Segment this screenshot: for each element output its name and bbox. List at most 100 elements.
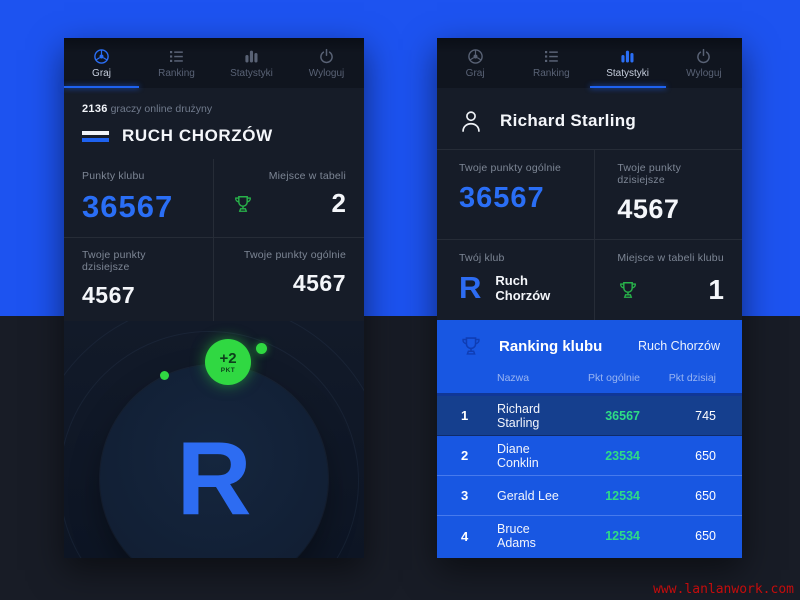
person-icon (462, 111, 480, 132)
power-icon (320, 48, 333, 63)
tab-ranking[interactable]: Ranking (139, 38, 214, 88)
stat-label: Twoje punkty dzisiejsze (82, 249, 146, 273)
ranking-header: Ranking klubu Ruch Chorzów (437, 320, 742, 358)
ball-icon (94, 48, 109, 64)
watermark-url: www.lanlanwork.com (653, 582, 794, 597)
stat-club-points: Punkty klubu 36567 (64, 159, 214, 237)
row-rank: 2 (461, 448, 469, 463)
trophy-icon (462, 337, 480, 355)
screen-game: Graj Ranking Statystyki Wyloguj 2136 gra… (64, 38, 364, 558)
row-points-today: 650 (695, 448, 716, 463)
tab-label: Graj (465, 67, 485, 79)
club-name: Ruch Chorzów (495, 272, 551, 303)
row-points-today: 650 (695, 529, 716, 543)
club-letter: R (176, 421, 252, 537)
power-icon (697, 48, 711, 63)
row-rank: 3 (461, 488, 469, 503)
green-dot (160, 371, 169, 380)
list-icon (170, 50, 183, 62)
column-header-total: Pkt ogólnie (588, 372, 640, 384)
ranking-title: Ranking klubu (499, 337, 603, 355)
online-players: 2136 graczy online drużyny (64, 88, 364, 115)
tab-label: Wyloguj (308, 67, 345, 79)
column-header-today: Pkt dzisiaj (668, 372, 716, 384)
club-ranking-section: Ranking klubu Ruch Chorzów Nazwa Pkt ogó… (437, 320, 742, 558)
stat-value: 4567 (82, 282, 136, 308)
stat-value: 36567 (459, 182, 545, 214)
stat-club: Twój klub R Ruch Chorzów (437, 239, 596, 320)
row-name: Bruce Adams (497, 522, 536, 550)
table-row[interactable]: 4 Bruce Adams 12534 650 (437, 516, 742, 556)
stat-value: 4567 (617, 194, 680, 224)
row-name: Gerald Lee (497, 488, 559, 503)
online-label: graczy online drużyny (110, 103, 213, 115)
header-divider (437, 393, 742, 396)
stat-points-today: Twoje punkty dzisiejsze 4567 (595, 149, 742, 239)
online-count: 2136 (82, 103, 108, 115)
stat-value: 2 (331, 188, 346, 218)
stat-points-today: Twoje punkty dzisiejsze 4567 (64, 237, 214, 321)
bars-icon (245, 50, 258, 62)
green-dot (256, 343, 267, 354)
stat-points-total: Twoje punkty ogólnie 36567 (437, 149, 596, 239)
tab-label: Statystyki (230, 67, 273, 79)
table-row[interactable]: 1 Richard Starling 36567 745 (437, 396, 742, 436)
row-points-total: 12534 (605, 488, 640, 503)
stat-label: Miejsce w tabeli klubu (617, 252, 724, 264)
stat-label: Twoje punkty ogólnie (243, 249, 346, 261)
ranking-club-name: Ruch Chorzów (638, 339, 720, 353)
tab-statystyki[interactable]: Statystyki (589, 38, 667, 88)
stat-value: 4567 (292, 270, 346, 296)
tab-graj[interactable]: Graj (437, 38, 513, 88)
trophy-icon (234, 195, 252, 212)
tab-statystyki[interactable]: Statystyki (214, 38, 289, 88)
left-nav-bar: Graj Ranking Statystyki Wyloguj (64, 38, 364, 88)
user-name: Richard Starling (500, 111, 637, 130)
row-points-total: 12534 (605, 529, 640, 543)
table-row[interactable]: 2 Diane Conklin 23534 650 (437, 436, 742, 476)
screen-statistics: Graj Ranking Statystyki Wyloguj Richard … (437, 38, 742, 558)
club-name: RUCH CHORZÓW (122, 126, 273, 145)
stat-value: 1 (708, 274, 724, 305)
row-points-today: 650 (695, 488, 716, 503)
tab-wyloguj[interactable]: Wyloguj (666, 38, 742, 88)
list-icon (544, 50, 558, 62)
tab-label: Ranking (533, 67, 570, 79)
row-name: Richard Starling (497, 401, 541, 430)
stat-label: Miejsce w tabeli (268, 170, 346, 182)
stat-points-total: Twoje punkty ogólnie 4567 (214, 237, 364, 321)
row-points-total: 36567 (605, 408, 640, 423)
stat-club-place: Miejsce w tabeli klubu 1 (595, 239, 742, 320)
tab-ranking[interactable]: Ranking (513, 38, 589, 88)
stat-value: 36567 (82, 189, 174, 224)
row-points-total: 23534 (605, 448, 640, 463)
row-name: Diane Conklin (497, 441, 539, 470)
row-points-today: 745 (695, 408, 716, 423)
tab-wyloguj[interactable]: Wyloguj (289, 38, 364, 88)
column-header-name: Nazwa (497, 372, 530, 384)
left-stats-grid: Punkty klubu 36567 Miejsce w tabeli 2 Tw… (64, 159, 364, 321)
row-rank: 1 (461, 408, 469, 423)
table-row[interactable]: 3 Gerald Lee 12534 650 (437, 476, 742, 516)
badge-points: +2 (219, 349, 237, 367)
user-header: Richard Starling (437, 88, 742, 149)
row-rank: 4 (461, 528, 469, 544)
right-stats-grid: Twoje punkty ogólnie 36567 Twoje punkty … (437, 149, 742, 320)
ranking-column-headers: Nazwa Pkt ogólnie Pkt dzisiaj (437, 358, 742, 393)
right-nav-bar: Graj Ranking Statystyki Wyloguj (437, 38, 742, 88)
stat-label: Twoje punkty ogólnie (459, 162, 562, 174)
bars-icon (621, 50, 634, 62)
club-tap-button[interactable]: R (100, 365, 328, 558)
trophy-icon (620, 282, 637, 298)
stat-label: Twoje punkty dzisiejsze (617, 162, 682, 186)
left-content: 2136 graczy online drużyny RUCH CHORZÓW … (64, 88, 364, 558)
stat-label: Punkty klubu (82, 170, 145, 182)
game-area: +2 PKT R (64, 321, 364, 558)
tab-label: Wyloguj (686, 67, 722, 79)
stat-label: Twój klub (459, 252, 505, 264)
badge-unit: PKT (220, 366, 236, 374)
ball-icon (467, 48, 483, 64)
points-badge: +2 PKT (205, 339, 251, 385)
tab-graj[interactable]: Graj (64, 38, 139, 88)
tab-label: Statystyki (606, 67, 650, 79)
